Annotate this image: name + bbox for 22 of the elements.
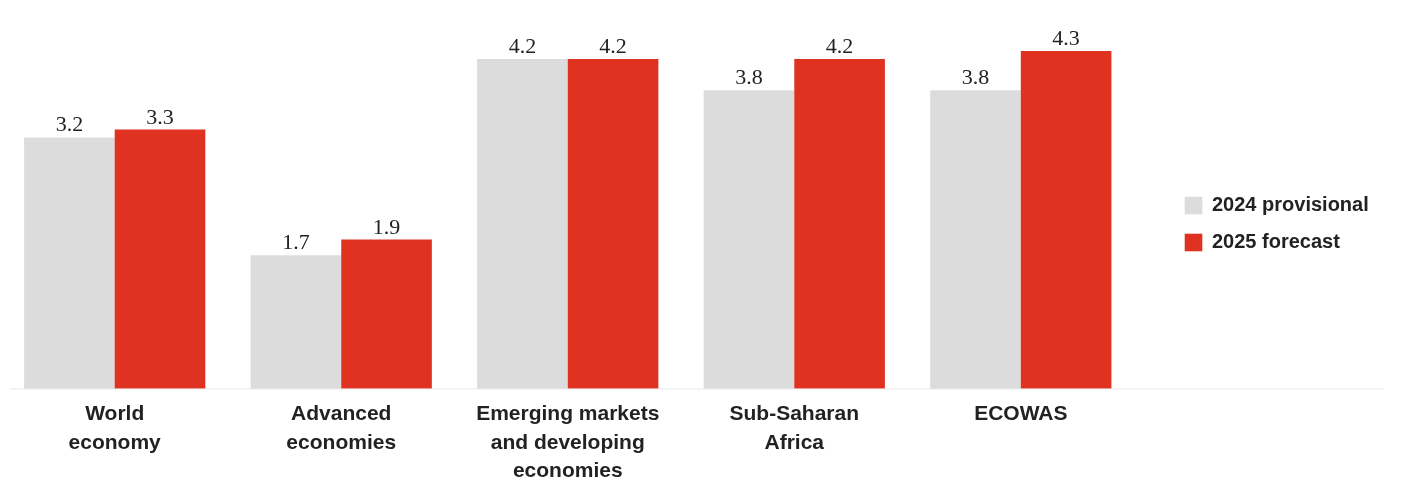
data-label: 1.9 bbox=[372, 213, 401, 239]
x-tick-label: Emerging markets and developing economies bbox=[476, 400, 660, 482]
data-label: 3.8 bbox=[735, 64, 763, 90]
data-label: 3.2 bbox=[55, 111, 84, 137]
x-tick-label: ECOWAS bbox=[974, 400, 1068, 424]
x-tick-label: Advanced economies bbox=[286, 400, 397, 453]
data-label: 3.8 bbox=[961, 64, 990, 90]
data-label: 3.3 bbox=[146, 103, 174, 129]
bar bbox=[1020, 51, 1112, 389]
data-label: 4.2 bbox=[599, 32, 627, 58]
data-label: 1.7 bbox=[282, 229, 310, 255]
bar bbox=[114, 129, 206, 389]
bar bbox=[341, 239, 432, 389]
x-tick-label: World economy bbox=[68, 400, 162, 453]
data-label: 4.3 bbox=[1052, 25, 1080, 51]
x-tick-label: Sub-Saharan Africa bbox=[729, 400, 860, 453]
legend-label: 2024 provisional bbox=[1212, 193, 1369, 216]
data-label: 4.2 bbox=[825, 32, 854, 58]
data-label: 4.2 bbox=[508, 32, 537, 58]
legend-label: 2025 forecast bbox=[1212, 230, 1340, 253]
bar bbox=[567, 58, 659, 389]
bar bbox=[794, 58, 885, 389]
